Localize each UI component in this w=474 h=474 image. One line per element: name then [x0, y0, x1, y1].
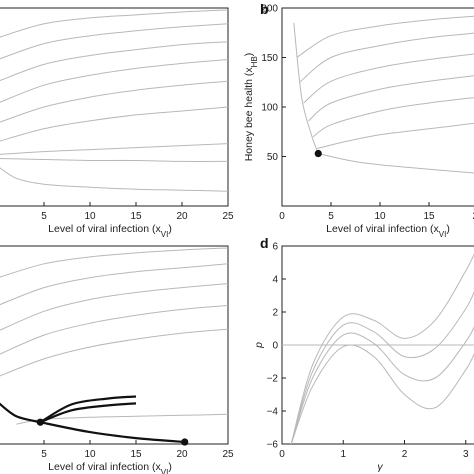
trajectory-line	[0, 107, 228, 142]
trajectory-line	[0, 329, 228, 377]
x-tick-label: 25	[222, 449, 234, 460]
x-tick-label: 15	[130, 449, 142, 460]
x-tick-label: 2	[402, 449, 408, 460]
x-tick-label: 5	[328, 211, 334, 222]
x-tick-label: 1	[340, 449, 346, 460]
x-tick-label: 20	[176, 211, 188, 222]
x-tick-label: 20	[176, 449, 188, 460]
panel-a: 5 10 15 20 25 Level of viral infection (xVI)	[0, 8, 234, 239]
trajectory-line	[318, 154, 474, 174]
trajectory-line	[0, 305, 228, 355]
y-axis-label: Honey bee health (xHB)	[243, 53, 259, 162]
panel-d: 0 1 2 3 −6 −4 −2 0 2 4 6 γ p	[253, 242, 474, 474]
plot-area	[282, 246, 474, 444]
y-tick-label: 0	[272, 341, 278, 352]
trajectory-line	[0, 166, 228, 191]
plot-frame	[0, 246, 228, 444]
trajectory-line	[291, 345, 474, 444]
x-tick-label: 0	[279, 211, 285, 222]
y-tick-label: 150	[261, 53, 278, 64]
trajectory-line	[317, 123, 474, 149]
trajectory-line	[297, 16, 474, 58]
trajectory-line	[0, 24, 228, 60]
y-tick-label: −6	[267, 440, 279, 451]
y-tick-label: 100	[261, 103, 278, 114]
plot-area	[294, 16, 474, 173]
y-tick-label: −2	[267, 374, 279, 385]
trajectory-line	[0, 144, 228, 155]
x-tick-label: 10	[374, 211, 386, 222]
plot-area	[0, 248, 228, 442]
y-tick-label: 4	[272, 275, 278, 286]
y-tick-label: 2	[272, 308, 278, 319]
y-tick-label: −4	[267, 407, 279, 418]
x-axis-label: Level of viral infection (xVI)	[326, 223, 450, 239]
x-tick-label: 5	[41, 449, 47, 460]
bold-trajectory-line	[0, 402, 40, 422]
trajectory-line	[304, 54, 474, 104]
plot-frame	[282, 8, 474, 206]
plot-frame	[0, 8, 228, 206]
trajectory-line	[294, 23, 319, 154]
trajectory-line	[291, 282, 474, 444]
equilibrium-point	[181, 438, 188, 445]
x-tick-label: 5	[41, 211, 47, 222]
x-axis-label: Level of viral infection (xVI)	[48, 461, 172, 474]
x-tick-label: 10	[84, 211, 96, 222]
trajectory-line	[0, 159, 228, 162]
x-tick-label: 3	[463, 449, 469, 460]
x-axis-label: γ	[377, 461, 383, 473]
trajectory-line	[0, 248, 228, 278]
trajectory-line	[291, 319, 474, 444]
y-tick-label: 6	[272, 242, 278, 253]
panel-b: 0510152050100150200Level of viral infect…	[243, 4, 474, 239]
trajectory-line	[0, 264, 228, 306]
trajectory-line	[0, 10, 228, 38]
plot-area	[0, 10, 228, 191]
y-axis-label: p	[253, 342, 265, 349]
trajectory-line	[309, 75, 474, 121]
trajectory-line	[0, 42, 228, 82]
equilibrium-point	[315, 150, 322, 157]
x-axis-label: Level of viral infection (xVI)	[48, 223, 172, 239]
x-tick-label: 25	[222, 211, 234, 222]
panel-label-d: d	[260, 235, 269, 251]
trajectory-line	[313, 97, 474, 137]
y-tick-label: 50	[267, 152, 279, 163]
panel-c: 5 10 15 20 25 Level of viral infection (xVI)	[0, 246, 234, 474]
x-tick-label: 0	[279, 449, 285, 460]
bold-trajectory-line	[40, 422, 185, 442]
x-tick-label: 15	[130, 211, 142, 222]
x-tick-label: 10	[84, 449, 96, 460]
trajectory-line	[0, 60, 228, 104]
trajectory-line	[0, 81, 228, 123]
panel-label-b: b	[260, 1, 269, 17]
x-tick-label: 15	[423, 211, 435, 222]
equilibrium-point	[37, 419, 44, 426]
